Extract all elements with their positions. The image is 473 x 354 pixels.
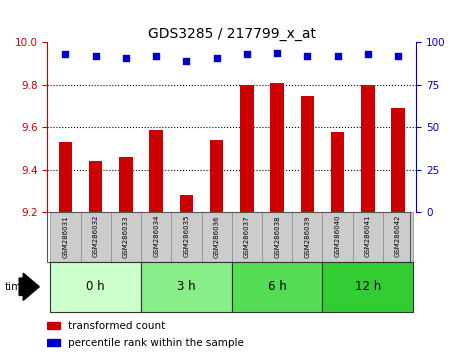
Text: GSM286037: GSM286037 bbox=[244, 215, 250, 257]
Text: 0 h: 0 h bbox=[87, 280, 105, 293]
Bar bbox=[361, 85, 375, 212]
Bar bbox=[47, 339, 60, 346]
Bar bbox=[80, 212, 111, 262]
Bar bbox=[240, 85, 254, 212]
Bar bbox=[89, 161, 103, 212]
Bar bbox=[50, 212, 80, 262]
Bar bbox=[180, 195, 193, 212]
Point bbox=[122, 55, 130, 61]
Point bbox=[364, 52, 372, 57]
Text: GSM286036: GSM286036 bbox=[214, 215, 219, 257]
Text: time: time bbox=[5, 282, 28, 292]
Bar bbox=[383, 212, 413, 262]
Text: 3 h: 3 h bbox=[177, 280, 196, 293]
Bar bbox=[149, 130, 163, 212]
Bar bbox=[300, 96, 314, 212]
Text: GSM286032: GSM286032 bbox=[93, 215, 99, 257]
Point bbox=[243, 52, 251, 57]
Bar bbox=[59, 142, 72, 212]
Bar bbox=[141, 212, 171, 262]
Text: GSM286031: GSM286031 bbox=[62, 215, 69, 257]
Point bbox=[183, 58, 190, 64]
Point bbox=[213, 55, 220, 61]
Bar bbox=[262, 212, 292, 262]
Point bbox=[394, 53, 402, 59]
Point bbox=[334, 53, 342, 59]
Bar bbox=[232, 212, 262, 262]
Point bbox=[304, 53, 311, 59]
Text: GSM286042: GSM286042 bbox=[395, 215, 401, 257]
Bar bbox=[119, 157, 133, 212]
Bar bbox=[47, 322, 60, 329]
Bar bbox=[210, 140, 223, 212]
Text: 12 h: 12 h bbox=[355, 280, 381, 293]
Text: GSM286035: GSM286035 bbox=[184, 215, 189, 257]
Bar bbox=[141, 262, 232, 312]
Bar bbox=[323, 262, 413, 312]
Bar bbox=[353, 212, 383, 262]
Bar bbox=[391, 108, 405, 212]
Point bbox=[61, 52, 69, 57]
Bar bbox=[292, 212, 323, 262]
Text: GSM286040: GSM286040 bbox=[334, 215, 341, 257]
Text: GSM286038: GSM286038 bbox=[274, 215, 280, 257]
Bar bbox=[323, 212, 353, 262]
Bar bbox=[201, 212, 232, 262]
Point bbox=[92, 53, 99, 59]
Text: GSM286039: GSM286039 bbox=[304, 215, 310, 257]
Text: 6 h: 6 h bbox=[268, 280, 287, 293]
Point bbox=[152, 53, 160, 59]
Text: GSM286033: GSM286033 bbox=[123, 215, 129, 257]
Text: GSM286034: GSM286034 bbox=[153, 215, 159, 257]
Bar bbox=[50, 262, 141, 312]
Bar bbox=[271, 83, 284, 212]
Bar bbox=[171, 212, 201, 262]
Text: percentile rank within the sample: percentile rank within the sample bbox=[68, 337, 244, 348]
Text: transformed count: transformed count bbox=[68, 320, 165, 331]
Title: GDS3285 / 217799_x_at: GDS3285 / 217799_x_at bbox=[148, 28, 316, 41]
Point bbox=[273, 50, 281, 56]
Text: GSM286041: GSM286041 bbox=[365, 215, 371, 257]
Bar bbox=[232, 262, 323, 312]
Bar bbox=[111, 212, 141, 262]
FancyArrow shape bbox=[19, 273, 39, 300]
Bar bbox=[331, 132, 344, 212]
